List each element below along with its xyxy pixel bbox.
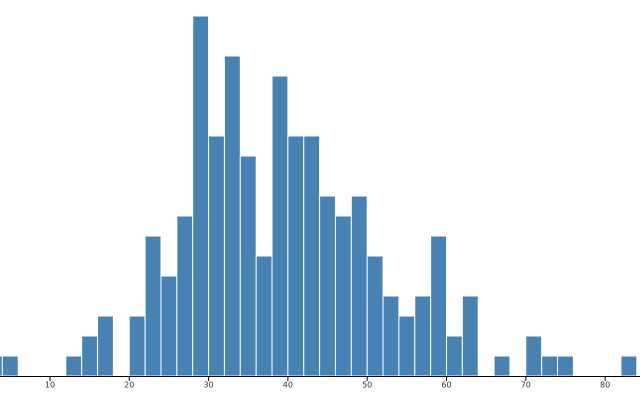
bar <box>1 355 19 376</box>
bar <box>176 215 194 376</box>
bar <box>525 335 543 376</box>
bars <box>0 15 638 376</box>
bar <box>303 135 321 376</box>
bar <box>239 155 257 376</box>
bar <box>81 335 99 376</box>
bar <box>430 235 447 376</box>
bar <box>271 75 289 376</box>
bar <box>414 295 432 376</box>
bar <box>493 355 511 376</box>
bar <box>382 295 400 376</box>
bar <box>255 255 273 376</box>
bar <box>350 195 368 376</box>
bar <box>319 195 336 376</box>
x-tick-label: 30 <box>203 381 213 390</box>
bar <box>557 355 574 376</box>
x-tick-label: 50 <box>362 381 372 390</box>
bar <box>192 15 210 376</box>
x-tick-label: 20 <box>124 381 134 390</box>
bar <box>144 235 162 376</box>
bar <box>65 355 83 376</box>
bar <box>287 135 305 376</box>
bar <box>541 355 559 376</box>
bar <box>398 315 416 376</box>
bar <box>208 135 225 376</box>
x-tick-label: 80 <box>600 381 610 390</box>
x-tick-label: 40 <box>283 381 293 390</box>
bar <box>97 315 114 376</box>
x-tick-label: 70 <box>521 381 531 390</box>
bar <box>334 215 352 376</box>
bar <box>128 315 146 376</box>
bar <box>223 55 241 376</box>
bar <box>620 355 638 376</box>
bar <box>160 275 178 376</box>
x-tick-label: 60 <box>441 381 451 390</box>
bar <box>445 335 463 376</box>
bar <box>366 255 384 376</box>
x-tick-label: 10 <box>45 381 55 390</box>
bar <box>461 295 479 376</box>
